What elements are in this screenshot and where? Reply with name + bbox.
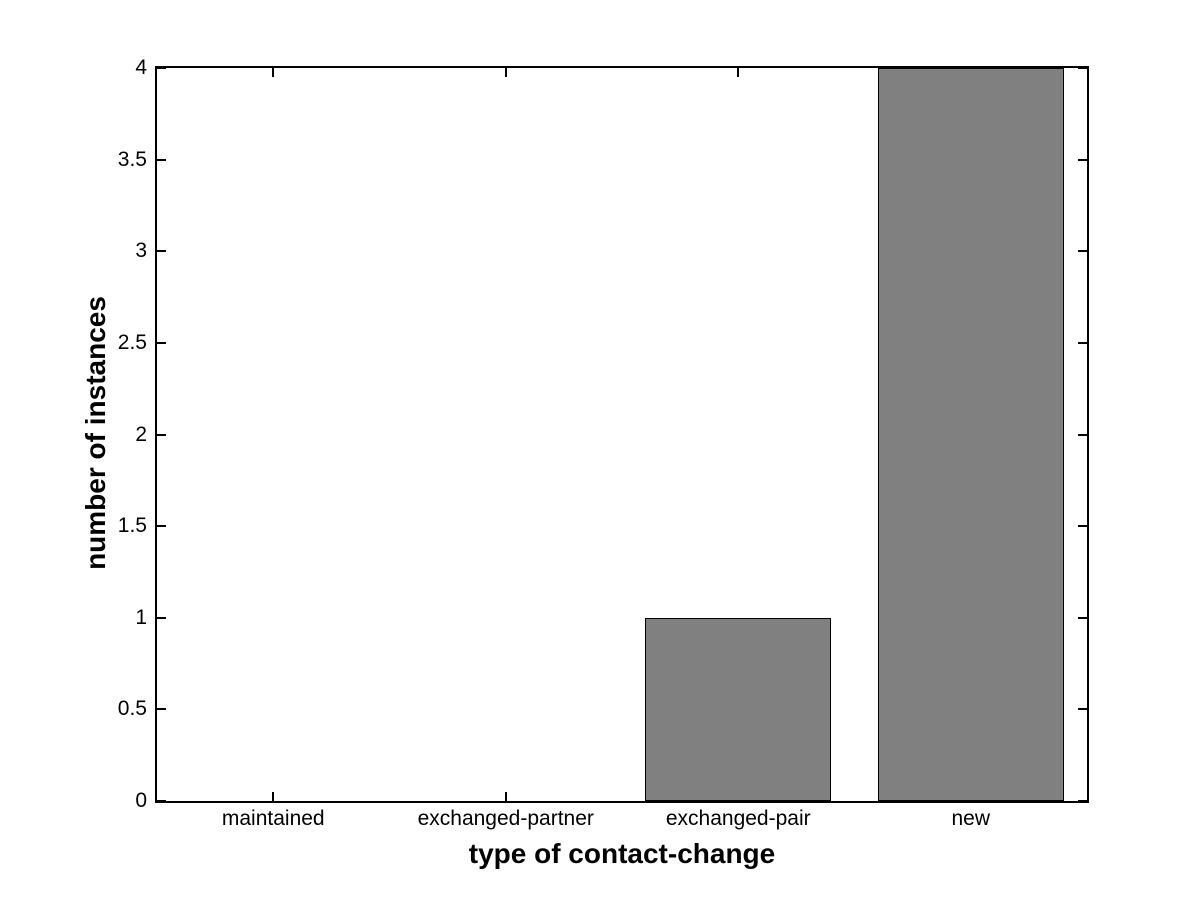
x-tick-mark-bottom (272, 792, 275, 801)
x-axis-title: type of contact-change (468, 838, 776, 869)
y-tick-label: 4 (135, 56, 147, 79)
x-tick-label: exchanged-pair (665, 807, 811, 830)
y-tick-label: 0 (135, 789, 147, 812)
bar-exchanged-pair (645, 617, 832, 801)
y-tick-label: 1.5 (117, 514, 147, 538)
y-tick-mark-right (1078, 341, 1087, 344)
y-tick-label: 0.5 (117, 697, 147, 721)
y-tick-label: 1 (135, 605, 147, 629)
x-tick-mark-bottom (504, 792, 507, 801)
y-tick-mark-left (157, 158, 166, 161)
x-tick-label: maintained (221, 807, 325, 830)
x-tick-label: new (951, 807, 991, 830)
y-tick-mark-left (157, 250, 166, 253)
y-tick-mark-left (157, 525, 166, 528)
y-tick-mark-left (157, 67, 166, 69)
y-tick-mark-right (1078, 67, 1087, 69)
y-tick-mark-right (1078, 800, 1087, 802)
y-tick-label: 2 (135, 422, 147, 446)
y-tick-mark-left (157, 708, 166, 711)
y-tick-mark-left (157, 800, 166, 802)
x-tick-mark-top (737, 68, 740, 77)
y-tick-mark-right (1078, 158, 1087, 161)
y-tick-label: 3 (135, 239, 147, 263)
x-tick-mark-top (504, 68, 507, 77)
y-tick-mark-right (1078, 250, 1087, 253)
y-tick-mark-right (1078, 708, 1087, 711)
bar-new (877, 68, 1064, 801)
y-tick-label: 2.5 (117, 330, 147, 354)
y-tick-mark-left (157, 341, 166, 344)
y-tick-mark-left (157, 433, 166, 436)
y-tick-mark-right (1078, 525, 1087, 528)
x-tick-mark-top (272, 68, 275, 77)
y-tick-mark-left (157, 616, 166, 619)
x-tick-label: exchanged-partner (417, 807, 594, 830)
y-tick-label: 3.5 (117, 147, 147, 171)
y-tick-mark-right (1078, 616, 1087, 619)
plot-area (155, 66, 1089, 803)
y-tick-mark-right (1078, 433, 1087, 436)
